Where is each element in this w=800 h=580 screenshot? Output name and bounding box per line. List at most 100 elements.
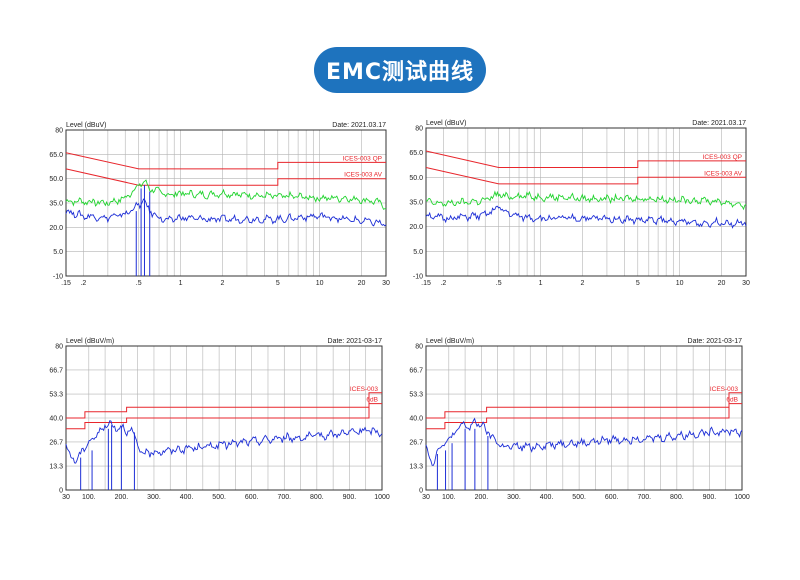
limit-label: ICES-003 AV: [344, 172, 382, 179]
trace-average: [425, 417, 743, 466]
x-tick-label: .2: [440, 280, 446, 287]
x-tick-label: 1: [539, 280, 543, 287]
y-tick-label: -10: [53, 274, 63, 281]
y-tick-label: 80: [55, 128, 63, 135]
y-tick-label: 50.0: [49, 176, 63, 183]
x-tick-label: 400.: [180, 494, 194, 501]
limit-line: [66, 403, 382, 430]
x-tick-label: 500.: [212, 494, 226, 501]
x-tick-label: 900.: [343, 494, 357, 501]
x-tick-label: 700.: [277, 494, 291, 501]
date-label: Date: 2021-03-17: [688, 338, 743, 345]
limit-line: [426, 403, 742, 430]
y-tick-label: 53.3: [49, 392, 63, 399]
trace-peak: [65, 179, 387, 210]
limit-label: 6dB: [726, 397, 738, 404]
chart-1: Level (dBuV) Date: 2021.03.17 80 65.0 50.0 35…: [49, 122, 390, 287]
limit-line: [425, 167, 746, 185]
y-tick-label: 40.0: [49, 416, 63, 423]
x-tick-label: .15: [421, 280, 431, 287]
x-tick-label: 5: [276, 280, 280, 287]
limit-line: [425, 150, 746, 168]
x-tick-label: 20: [718, 280, 726, 287]
x-tick-label: 20: [358, 280, 366, 287]
x-tick-label: .2: [80, 280, 86, 287]
limit-label: ICES-003: [710, 386, 739, 393]
limit-label: 6dB: [366, 397, 378, 404]
limit-line: [66, 392, 382, 419]
limit-label: ICES-003: [350, 386, 379, 393]
y-tick-label: 26.7: [49, 439, 63, 446]
page-title: EMC测试曲线: [314, 47, 486, 93]
x-tick-label: 100.: [442, 494, 456, 501]
x-tick-label: 600.: [605, 494, 619, 501]
limit-line: [65, 168, 386, 186]
y-tick-label: 20.0: [409, 224, 423, 231]
y-axis-label: Level (dBuV): [66, 122, 106, 129]
trace-average: [65, 420, 383, 464]
limit-line: [426, 392, 742, 419]
y-tick-label: 20.0: [49, 225, 63, 232]
y-tick-label: 5.0: [413, 249, 423, 256]
x-tick-label: .15: [61, 280, 71, 287]
x-tick-label: 1000: [374, 494, 390, 501]
x-tick-label: 300.: [507, 494, 521, 501]
x-tick-label: 1: [179, 280, 183, 287]
y-tick-label: 50.0: [409, 175, 423, 182]
x-tick-label: 30: [62, 494, 70, 501]
y-axis-label: Level (dBuV): [426, 120, 466, 127]
y-tick-label: 40.0: [409, 416, 423, 423]
y-tick-label: 0: [419, 488, 423, 495]
x-tick-label: 30: [742, 280, 750, 287]
y-axis-label: Level (dBuV/m): [66, 338, 114, 345]
limit-label: ICES-003 QP: [703, 154, 742, 161]
chart-2: Level (dBuV) Date: 2021.03.17 80 65.0 50.0 35…: [409, 120, 750, 287]
x-tick-label: 900.: [703, 494, 717, 501]
x-tick-label: 10: [676, 280, 684, 287]
y-tick-label: 65.0: [409, 150, 423, 157]
trace-peak: [425, 190, 747, 211]
trace-average: [425, 205, 747, 229]
y-tick-label: 13.3: [49, 464, 63, 471]
y-tick-label: 53.3: [409, 392, 423, 399]
x-tick-label: 400.: [540, 494, 554, 501]
x-tick-label: 800.: [310, 494, 324, 501]
y-tick-label: -10: [413, 274, 423, 281]
y-tick-label: 5.0: [53, 249, 63, 256]
limit-line: [65, 152, 386, 170]
date-label: Date: 2021.03.17: [692, 120, 746, 127]
y-tick-label: 66.7: [409, 367, 423, 374]
y-tick-label: 35.0: [409, 200, 423, 207]
x-tick-label: 100.: [82, 494, 96, 501]
plot-frame: [65, 129, 387, 277]
y-tick-label: 66.7: [49, 367, 63, 374]
y-tick-label: 80: [55, 344, 63, 351]
limit-label: ICES-003 AV: [704, 170, 742, 177]
x-tick-label: 600.: [245, 494, 259, 501]
y-tick-label: 65.0: [49, 152, 63, 159]
x-tick-label: .5: [496, 280, 502, 287]
chart-3: Level (dBuV/m) Date: 2021-03-17 80 66.7 53.3…: [49, 338, 390, 501]
y-tick-label: 80: [415, 126, 423, 133]
x-tick-label: 800.: [670, 494, 684, 501]
x-tick-label: 30: [382, 280, 390, 287]
y-axis-label: Level (dBuV/m): [426, 338, 474, 345]
x-tick-label: 200.: [115, 494, 129, 501]
trace-average: [65, 198, 387, 227]
x-tick-label: 200.: [475, 494, 489, 501]
limit-label: ICES-003 QP: [343, 155, 382, 162]
x-tick-label: 700.: [637, 494, 651, 501]
y-tick-label: 0: [59, 488, 63, 495]
date-label: Date: 2021-03-17: [328, 338, 383, 345]
x-tick-label: 30: [422, 494, 430, 501]
chart-4: Level (dBuV/m) Date: 2021-03-17 80 66.7 53.3…: [409, 338, 750, 501]
x-tick-label: 300.: [147, 494, 161, 501]
y-tick-label: 13.3: [409, 464, 423, 471]
x-tick-label: 5: [636, 280, 640, 287]
x-tick-label: 2: [580, 280, 584, 287]
x-tick-label: 1000: [734, 494, 750, 501]
date-label: Date: 2021.03.17: [332, 122, 386, 129]
x-tick-label: .5: [136, 280, 142, 287]
x-tick-label: 10: [316, 280, 324, 287]
x-tick-label: 2: [220, 280, 224, 287]
